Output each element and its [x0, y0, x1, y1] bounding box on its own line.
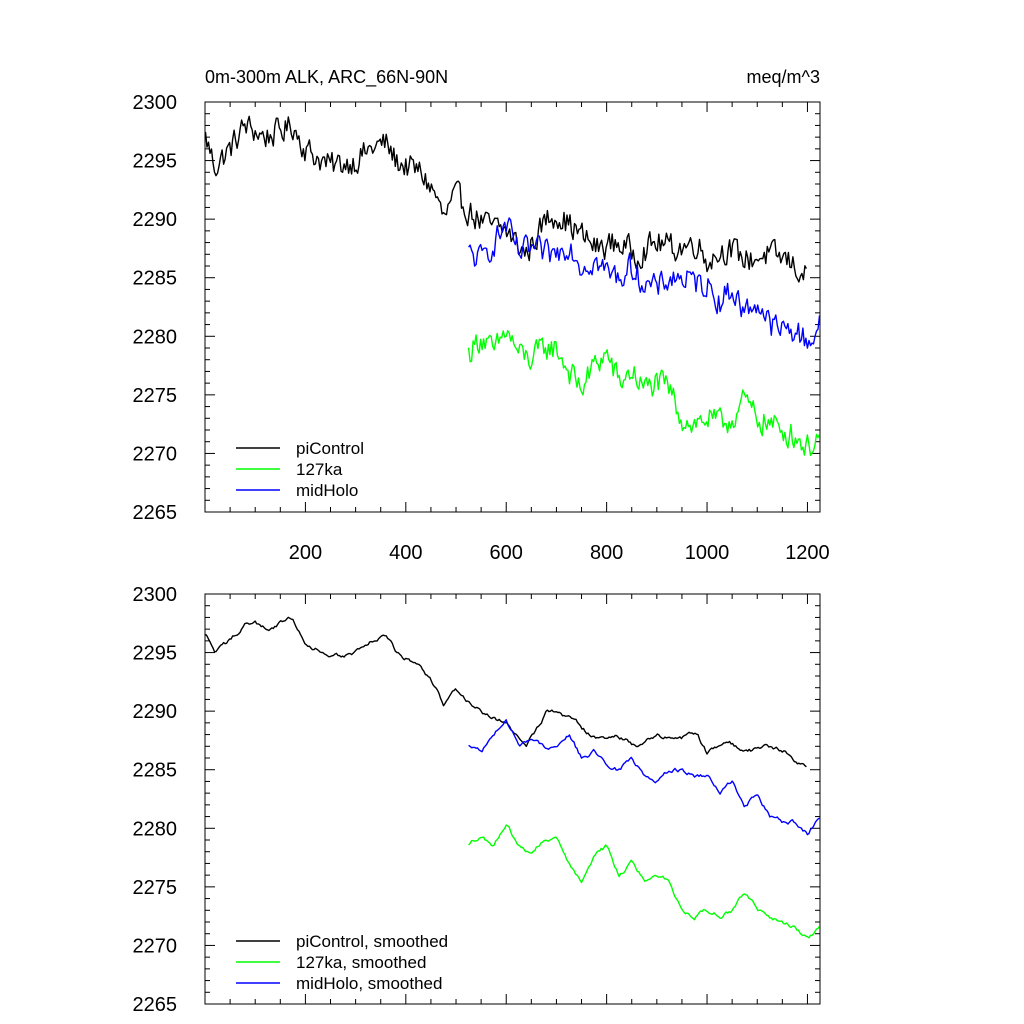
y-tick-label: 2295 — [133, 643, 178, 665]
x-tick-label: 800 — [590, 542, 623, 564]
y-tick-label: 2285 — [133, 268, 178, 290]
legend-label: midHolo, smoothed — [296, 974, 442, 993]
y-tick-label: 2270 — [133, 443, 178, 465]
legend-label: midHolo — [296, 481, 358, 500]
bottom-panel: 2265 2270 2275 2280 2285 2290 2295 2300 piContro… — [133, 584, 821, 1016]
y-tick-label: 2265 — [133, 994, 178, 1016]
x-tick-label: 600 — [490, 542, 523, 564]
y-tick-label: 2280 — [133, 818, 178, 840]
y-tick-label: 2285 — [133, 760, 178, 782]
y-tick-label: 2290 — [133, 701, 178, 723]
top-panel: 2265 2270 2275 2280 2285 2290 2295 2300 200 400 60… — [133, 92, 830, 564]
y-tick-label: 2290 — [133, 209, 178, 231]
top-panel-title-right: meq/m^3 — [747, 67, 820, 87]
legend-label: piControl — [296, 439, 364, 458]
series-line-127ka-smoothed — [468, 824, 820, 939]
y-tick-label: 2300 — [133, 584, 178, 606]
x-tick-label: 1200 — [785, 542, 830, 564]
y-tick-label: 2280 — [133, 326, 178, 348]
y-tick-label: 2275 — [133, 385, 178, 407]
legend-label: 127ka — [296, 460, 343, 479]
series-line-picontrol-smoothed — [205, 616, 807, 768]
x-tick-label: 200 — [289, 542, 322, 564]
series-line-127ka — [467, 330, 820, 457]
y-tick-label: 2295 — [133, 151, 178, 173]
series-line-midholo-smoothed — [468, 719, 820, 836]
top-panel-title-left: 0m-300m ALK, ARC_66N-90N — [205, 67, 448, 88]
x-tick-label: 1000 — [685, 542, 730, 564]
y-tick-label: 2300 — [133, 92, 178, 114]
x-tick-label: 400 — [389, 542, 422, 564]
legend-label: 127ka, smoothed — [296, 953, 426, 972]
y-tick-label: 2275 — [133, 877, 178, 899]
series-line-midholo — [468, 217, 820, 349]
y-tick-label: 2270 — [133, 935, 178, 957]
plot-frame — [204, 593, 821, 1005]
plot-frame — [204, 101, 821, 513]
y-tick-label: 2265 — [133, 502, 178, 524]
legend-label: piControl, smoothed — [296, 932, 448, 951]
